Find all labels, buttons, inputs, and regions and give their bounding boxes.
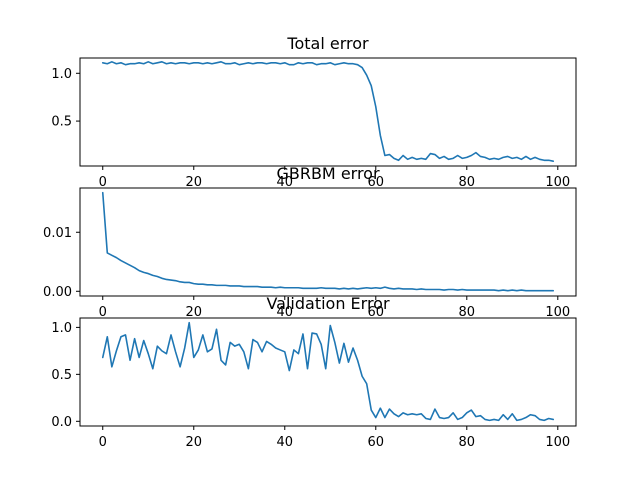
- chart-2-x-tick-label: 20: [185, 305, 202, 320]
- chart-2-y-tick-label: 0.00: [43, 285, 72, 300]
- chart-1-title: Total error: [286, 34, 369, 53]
- chart-1-x-tick-label: 40: [276, 175, 293, 190]
- chart-2-x-tick-label: 0: [99, 305, 107, 320]
- chart-2-axes-frame: [79, 187, 577, 297]
- chart-3-title: Validation Error: [266, 294, 390, 313]
- chart-1-x-tick-label: 100: [545, 175, 570, 190]
- chart-1-x-tick-label: 0: [99, 175, 107, 190]
- chart-2-y-tick-label: 0.01: [43, 226, 72, 241]
- chart-2-title: GBRBM error: [276, 164, 380, 183]
- chart-3-series-line: [101, 321, 555, 422]
- chart-1-x-tick-label: 80: [459, 175, 476, 190]
- chart-2-x-tick-label: 40: [276, 305, 293, 320]
- chart-3-x-tick-label: 100: [545, 435, 570, 450]
- chart-1-x-tick-label: 20: [185, 175, 202, 190]
- chart-1-y-tick-label: 1.0: [51, 67, 72, 82]
- chart-2-series-line: [101, 191, 555, 292]
- chart-2-x-tick-label: 60: [368, 305, 385, 320]
- chart-1-axes-frame: [79, 57, 577, 167]
- chart-3-x-tick-label: 40: [276, 435, 293, 450]
- chart-3-y-tick-label: 0.0: [51, 415, 72, 430]
- chart-2-x-tick-label: 100: [545, 305, 570, 320]
- chart-1-x-tick-label: 60: [368, 175, 385, 190]
- chart-3-y-tick-label: 0.5: [51, 368, 72, 383]
- chart-2-x-tick-label: 80: [459, 305, 476, 320]
- chart-3: Validation Error 0 20 40 60 80 100 0.0 0.5 1.0: [51, 294, 577, 450]
- chart-3-x-tick-label: 60: [368, 435, 385, 450]
- chart-3-x-tick-label: 80: [459, 435, 476, 450]
- chart-2: GBRBM error 0 20 40 60 80 100 0.00 0.01: [43, 164, 577, 320]
- chart-1-series-line: [101, 61, 555, 163]
- chart-3-axes-frame: [79, 317, 577, 427]
- chart-3-x-tick-label: 20: [185, 435, 202, 450]
- chart-3-x-tick-label: 0: [99, 435, 107, 450]
- chart-1: Total error 0 20 40 60 80 100 0.5 1.0: [51, 34, 577, 190]
- chart-3-y-tick-label: 1.0: [51, 321, 72, 336]
- chart-1-y-tick-label: 0.5: [51, 115, 72, 130]
